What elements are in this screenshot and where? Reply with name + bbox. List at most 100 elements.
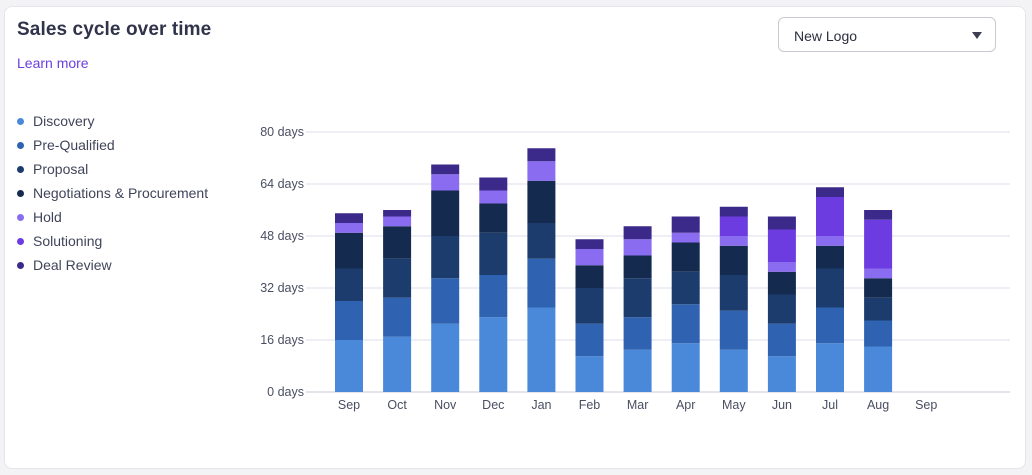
bar-segment[interactable] xyxy=(671,232,700,243)
chart-title: Sales cycle over time xyxy=(17,19,212,40)
bar-segment[interactable] xyxy=(623,226,652,240)
bar-segment[interactable] xyxy=(623,278,652,318)
y-tick-label: 0 days xyxy=(267,385,304,399)
bar-segment[interactable] xyxy=(431,278,460,324)
bar-segment[interactable] xyxy=(719,216,748,237)
chevron-down-icon xyxy=(972,32,982,39)
bar-segment[interactable] xyxy=(479,190,508,204)
learn-more-link[interactable]: Learn more xyxy=(17,55,89,71)
bar-segment[interactable] xyxy=(767,216,796,230)
y-tick-label: 32 days xyxy=(260,281,304,295)
bar-segment[interactable] xyxy=(383,336,412,392)
bar-segment[interactable] xyxy=(479,275,508,318)
bar-segment[interactable] xyxy=(335,223,363,233)
bar-segment[interactable] xyxy=(623,317,652,350)
deal-type-dropdown[interactable]: New Logo xyxy=(778,17,996,52)
bar-segment[interactable] xyxy=(335,213,363,223)
bar-segment[interactable] xyxy=(575,239,604,249)
bar-segment[interactable] xyxy=(383,210,412,217)
bar-segment[interactable] xyxy=(575,323,604,357)
bar-segment[interactable] xyxy=(431,323,460,392)
bar-segment[interactable] xyxy=(864,346,893,393)
x-tick-label: Jun xyxy=(772,398,792,412)
bar-segment[interactable] xyxy=(671,304,700,344)
bar-segment[interactable] xyxy=(479,177,508,191)
bar-segment[interactable] xyxy=(767,271,796,295)
bar-segment[interactable] xyxy=(719,310,748,350)
bar-segment[interactable] xyxy=(816,197,844,236)
bar-segment[interactable] xyxy=(767,294,796,324)
bar-segment[interactable] xyxy=(767,262,796,272)
bar-segment[interactable] xyxy=(816,343,844,392)
bar-segment[interactable] xyxy=(479,317,508,392)
legend-swatch xyxy=(17,262,24,269)
bar-segment[interactable] xyxy=(479,232,508,275)
bar-segment[interactable] xyxy=(527,180,556,223)
bar-segment[interactable] xyxy=(431,164,460,175)
bar-segment[interactable] xyxy=(383,216,412,227)
x-tick-label: May xyxy=(722,398,746,412)
bar-segment[interactable] xyxy=(527,148,556,162)
bar-segment[interactable] xyxy=(816,268,844,308)
bar-segment[interactable] xyxy=(864,297,893,321)
bar-segment[interactable] xyxy=(431,190,460,237)
legend-swatch xyxy=(17,190,24,197)
bar-segment[interactable] xyxy=(623,239,652,256)
bar-segment[interactable] xyxy=(719,245,748,275)
bar-segment[interactable] xyxy=(767,229,796,263)
bar-segment[interactable] xyxy=(623,255,652,279)
y-tick-label: 64 days xyxy=(260,177,304,191)
bar-segment[interactable] xyxy=(335,268,363,302)
bar-segment[interactable] xyxy=(671,271,700,305)
bar-segment[interactable] xyxy=(527,258,556,308)
bar-segment[interactable] xyxy=(671,216,700,233)
x-tick-label: Nov xyxy=(434,398,457,412)
bar-segment[interactable] xyxy=(527,223,556,259)
bar-segment[interactable] xyxy=(479,203,508,233)
y-tick-label: 80 days xyxy=(260,125,304,139)
bar-segment[interactable] xyxy=(719,236,748,246)
bar-segment[interactable] xyxy=(864,219,893,269)
bar-segment[interactable] xyxy=(719,275,748,311)
bar-segment[interactable] xyxy=(816,236,844,246)
bar-segment[interactable] xyxy=(527,161,556,181)
x-tick-label: Dec xyxy=(482,398,504,412)
bar-segment[interactable] xyxy=(719,206,748,217)
bar-segment[interactable] xyxy=(864,268,893,279)
bar-segment[interactable] xyxy=(864,320,893,347)
bar-segment[interactable] xyxy=(383,258,412,298)
legend-label: Discovery xyxy=(33,113,95,129)
bar-segment[interactable] xyxy=(527,307,556,393)
x-tick-label: Aug xyxy=(867,398,889,412)
bar-segment[interactable] xyxy=(575,356,604,392)
bar-segment[interactable] xyxy=(767,356,796,392)
bar-segment[interactable] xyxy=(575,265,604,288)
bar-segment[interactable] xyxy=(864,278,893,298)
bar-segment[interactable] xyxy=(864,210,893,220)
bar-segment[interactable] xyxy=(431,174,460,191)
legend-swatch xyxy=(17,166,24,173)
bar-segment[interactable] xyxy=(719,349,748,392)
x-tick-label: Jan xyxy=(531,398,551,412)
bar-segment[interactable] xyxy=(335,301,363,340)
legend-swatch xyxy=(17,214,24,221)
y-tick-label: 16 days xyxy=(260,333,304,347)
bar-segment[interactable] xyxy=(383,226,412,259)
bar-segment[interactable] xyxy=(671,343,700,392)
bar-segment[interactable] xyxy=(767,323,796,357)
x-tick-label: Sep xyxy=(338,398,360,412)
bar-segment[interactable] xyxy=(335,232,363,269)
bar-segment[interactable] xyxy=(575,249,604,266)
bar-segment[interactable] xyxy=(575,288,604,324)
legend-swatch xyxy=(17,238,24,245)
legend-label: Solutioning xyxy=(33,233,103,249)
bar-segment[interactable] xyxy=(816,307,844,344)
bar-segment[interactable] xyxy=(335,340,363,392)
bar-segment[interactable] xyxy=(383,297,412,337)
bar-segment[interactable] xyxy=(623,349,652,392)
bar-segment[interactable] xyxy=(816,245,844,269)
bar-segment[interactable] xyxy=(816,187,844,197)
bar-segment[interactable] xyxy=(431,236,460,279)
bar-segment[interactable] xyxy=(671,242,700,272)
